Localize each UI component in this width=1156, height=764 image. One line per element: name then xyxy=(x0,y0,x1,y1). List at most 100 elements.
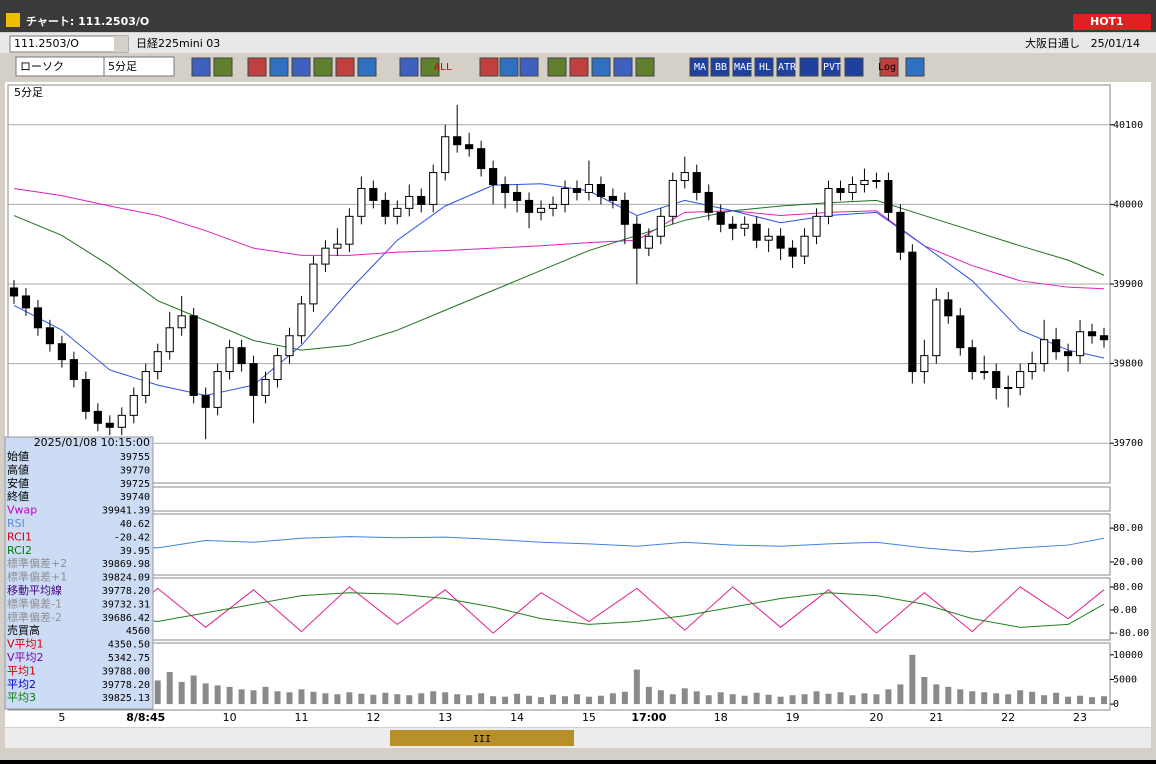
volume-bar xyxy=(394,694,401,705)
candle-body xyxy=(848,184,857,193)
tool-icon[interactable] xyxy=(591,57,611,77)
tool-icon[interactable] xyxy=(635,57,655,77)
volume-bar xyxy=(921,676,928,705)
scroll-thumb-grip[interactable]: III xyxy=(473,734,491,745)
icon-label[interactable]: HL xyxy=(759,62,771,73)
candle-body xyxy=(656,215,665,237)
tool-icon[interactable] xyxy=(269,57,289,77)
icon-label[interactable]: MA xyxy=(694,62,706,73)
info-value: 39686.42 xyxy=(102,613,150,624)
info-label: 平均1 xyxy=(7,664,36,677)
x-tick-label: 5 xyxy=(58,711,65,724)
tool-icon[interactable] xyxy=(335,57,355,77)
tool-icon[interactable] xyxy=(821,57,841,77)
info-rows: 始値 39755 高値 39770 安値 39725 終値 39740 Vwap 39941.39… xyxy=(7,449,150,704)
tool-icon[interactable] xyxy=(879,57,899,77)
tool-icon[interactable] xyxy=(357,57,377,77)
tool-icon[interactable] xyxy=(569,57,589,77)
scroll-thumb[interactable] xyxy=(390,730,574,746)
tool-icon[interactable] xyxy=(420,57,440,77)
candle-body xyxy=(441,136,450,174)
tool-icon[interactable] xyxy=(519,57,539,77)
tool-icon[interactable] xyxy=(905,57,925,77)
icon-label[interactable]: ATR xyxy=(778,62,797,73)
dropdown-button[interactable] xyxy=(114,36,128,52)
tool-icon[interactable] xyxy=(732,57,752,77)
hot-label[interactable]: HOT1 xyxy=(1090,15,1124,28)
symbol-code[interactable]: 111.2503/O xyxy=(14,37,79,50)
candle-body xyxy=(944,299,953,317)
volume-bar xyxy=(358,693,365,705)
info-value: 40.62 xyxy=(120,519,150,530)
candle-body xyxy=(644,235,653,249)
candle-body xyxy=(117,414,126,428)
tool-icon[interactable] xyxy=(689,57,709,77)
scrollbar[interactable] xyxy=(5,728,1151,748)
tool-icon[interactable] xyxy=(191,57,211,77)
candle-body xyxy=(345,215,354,245)
candle-body xyxy=(189,315,198,396)
candle-body xyxy=(201,394,210,408)
y-tick-label: 20.00 xyxy=(1113,557,1143,568)
tool-icon[interactable] xyxy=(399,57,419,77)
icon-label[interactable]: ALL xyxy=(434,62,452,73)
info-value: 39778.20 xyxy=(102,586,150,597)
candle-body xyxy=(93,410,102,424)
interval-select[interactable] xyxy=(103,56,175,77)
interval[interactable]: 5分足 xyxy=(108,60,137,73)
volume-bar xyxy=(669,694,676,705)
candle-body xyxy=(357,187,366,217)
volume-bar xyxy=(262,686,269,705)
icon-label[interactable]: Log xyxy=(878,62,896,73)
volume-bar xyxy=(645,686,652,705)
hot-button[interactable] xyxy=(1073,14,1151,30)
tool-icon[interactable] xyxy=(613,57,633,77)
tool-icon[interactable] xyxy=(776,57,796,77)
candle-body xyxy=(620,199,629,225)
toolbar-icons xyxy=(191,57,925,77)
volume-bar xyxy=(705,695,712,705)
volume-bar xyxy=(190,675,197,705)
tool-icon[interactable] xyxy=(754,57,774,77)
tool-icon[interactable] xyxy=(291,57,311,77)
tool-icon[interactable] xyxy=(799,57,819,77)
candle-body xyxy=(956,315,965,349)
tool-icon[interactable] xyxy=(313,57,333,77)
info-label: RCI2 xyxy=(7,544,32,557)
candle-body xyxy=(812,215,821,237)
candle-body xyxy=(33,307,43,329)
candle-body xyxy=(69,359,78,381)
candle-body xyxy=(417,195,426,205)
tool-icon[interactable] xyxy=(499,57,519,77)
tool-icon[interactable] xyxy=(710,57,730,77)
candle-body xyxy=(728,223,737,229)
volume-bar xyxy=(286,692,293,705)
y-tick-label: 0.00 xyxy=(1113,605,1137,616)
tool-icon[interactable] xyxy=(213,57,233,77)
candle-body xyxy=(237,347,246,365)
x-tick-label: 13 xyxy=(438,711,452,724)
tool-icon[interactable] xyxy=(479,57,499,77)
tool-icon[interactable] xyxy=(844,57,864,77)
volume-bar xyxy=(214,685,221,705)
candle-body xyxy=(584,184,594,193)
chart-style[interactable]: ローソク xyxy=(20,60,64,73)
volume-bar xyxy=(346,692,353,705)
info-label: 標準偏差-1 xyxy=(7,596,62,610)
candle-body xyxy=(261,379,270,396)
x-tick-label: 23 xyxy=(1073,711,1087,724)
volume-bar xyxy=(1017,690,1024,705)
candle-body xyxy=(788,247,797,257)
candle-body xyxy=(704,191,713,213)
y-tick-label: 39900 xyxy=(1113,279,1143,290)
x-tick-label: 21 xyxy=(929,711,943,724)
candle-body xyxy=(105,422,114,428)
icon-label[interactable]: BB xyxy=(715,62,727,73)
candle-body xyxy=(968,347,977,373)
candle-body xyxy=(752,223,761,241)
tool-icon[interactable] xyxy=(547,57,567,77)
icon-label[interactable]: MAE xyxy=(734,62,752,73)
panel-title: 5分足 xyxy=(14,86,43,99)
tool-icon[interactable] xyxy=(247,57,267,77)
icon-label[interactable]: PVT xyxy=(823,62,841,73)
